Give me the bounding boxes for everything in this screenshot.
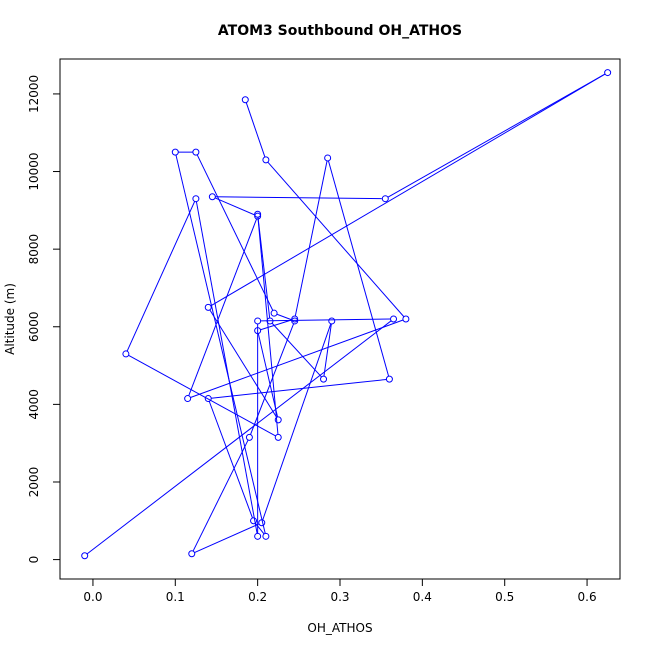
- data-point: [320, 375, 328, 383]
- x-tick-label: 0.5: [495, 590, 514, 604]
- series-segment: [260, 319, 292, 331]
- series-segment: [214, 197, 256, 216]
- data-point: [402, 315, 410, 323]
- series-segment: [260, 318, 391, 322]
- data-point: [328, 317, 336, 325]
- series-segment: [194, 523, 260, 554]
- y-tick-label: 12000: [27, 75, 41, 113]
- data-point: [81, 552, 89, 560]
- data-point: [254, 210, 262, 218]
- series-segment: [195, 201, 258, 534]
- data-point: [245, 433, 253, 441]
- y-tick-label: 2000: [27, 467, 41, 498]
- x-tick-label: 0.2: [248, 590, 267, 604]
- series-line: [86, 73, 606, 555]
- data-point: [274, 416, 282, 424]
- data-point: [254, 532, 262, 540]
- data-point: [188, 550, 196, 558]
- data-point: [604, 69, 612, 77]
- series-segment: [327, 160, 390, 377]
- x-tick-label: 0.6: [578, 590, 597, 604]
- series-segment: [210, 73, 606, 307]
- data-point: [291, 317, 299, 325]
- data-point: [192, 148, 200, 156]
- series-segment: [175, 154, 266, 534]
- data-point: [390, 315, 398, 323]
- data-point: [254, 327, 262, 335]
- series-segment: [276, 313, 293, 321]
- series-segment: [190, 319, 404, 398]
- data-point: [208, 193, 216, 201]
- data-point: [184, 395, 192, 403]
- series-segment: [86, 320, 392, 555]
- data-point: [250, 517, 258, 525]
- series-segment: [192, 439, 249, 552]
- series-points: [81, 69, 612, 560]
- series-segment: [215, 196, 383, 200]
- x-axis-label: OH_ATHOS: [307, 621, 372, 635]
- series-segment: [257, 333, 279, 418]
- y-tick-label: 6000: [27, 311, 41, 342]
- y-axis: 0 2000 4000 6000 8000 10000 12000: [27, 75, 61, 564]
- series-segment: [323, 323, 332, 377]
- series-segment: [262, 323, 332, 521]
- series-segment: [257, 217, 279, 435]
- y-tick-label: 8000: [27, 234, 41, 265]
- data-point: [381, 195, 389, 203]
- data-point: [262, 532, 270, 540]
- data-point: [324, 154, 332, 162]
- series-segment: [196, 154, 274, 311]
- data-point: [171, 148, 179, 156]
- data-point: [291, 315, 299, 323]
- series-segment: [211, 378, 387, 399]
- x-tick-label: 0.3: [330, 590, 349, 604]
- data-point: [204, 395, 212, 403]
- series-segment: [208, 401, 253, 519]
- data-point: [254, 212, 262, 220]
- data-point: [385, 375, 393, 383]
- data-point: [192, 195, 200, 203]
- series-segment: [245, 102, 266, 158]
- series-segment: [294, 160, 328, 317]
- y-axis-label: Altitude (m): [3, 283, 17, 355]
- series-segment: [128, 354, 276, 437]
- series-segment: [271, 322, 322, 378]
- x-tick-label: 0.4: [413, 590, 432, 604]
- series-segment: [267, 161, 405, 318]
- data-point: [204, 303, 212, 311]
- data-point: [122, 350, 130, 358]
- series-segment: [188, 218, 258, 396]
- x-tick-label: 0.1: [166, 590, 185, 604]
- x-tick-label: 0.0: [83, 590, 102, 604]
- plot-area-frame: [59, 58, 621, 580]
- series-segment: [209, 309, 278, 418]
- x-axis: 0.0 0.1 0.2 0.3 0.4 0.5 0.6: [83, 578, 597, 604]
- data-point: [241, 96, 249, 104]
- data-point: [262, 156, 270, 164]
- data-point: [270, 309, 278, 317]
- y-tick-label: 4000: [27, 389, 41, 420]
- data-point: [274, 433, 282, 441]
- y-tick-label: 0: [27, 556, 41, 564]
- data-point: [254, 317, 262, 325]
- y-tick-label: 10000: [27, 152, 41, 190]
- data-point: [258, 519, 266, 527]
- series-segment: [387, 73, 606, 198]
- series-segment: [250, 323, 295, 435]
- chart-title: ATOM3 Southbound OH_ATHOS: [218, 23, 462, 39]
- data-point: [266, 317, 274, 325]
- series-segment: [126, 201, 196, 352]
